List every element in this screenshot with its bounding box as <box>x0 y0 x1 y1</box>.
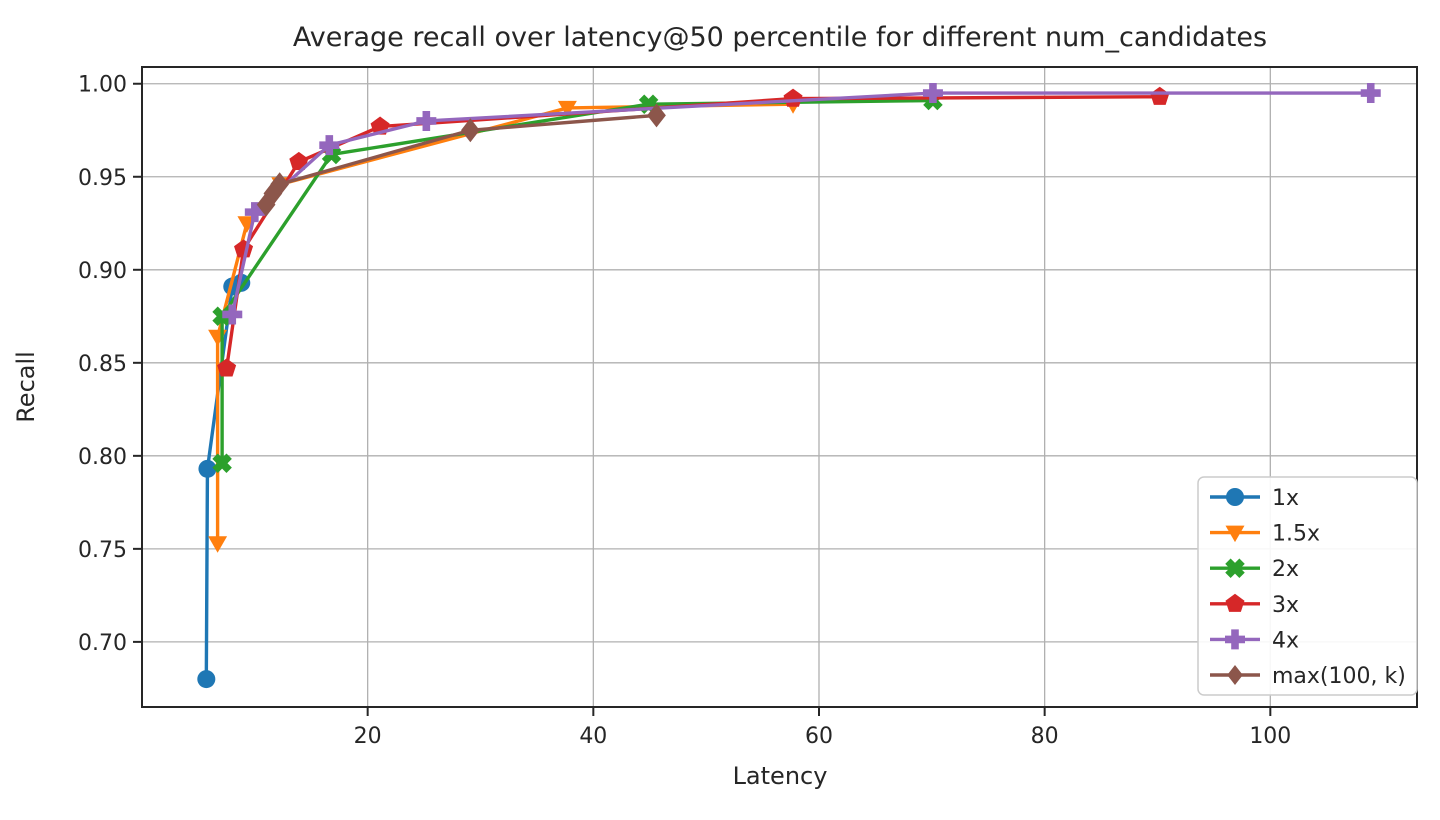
x-tick-label: 80 <box>1031 724 1059 749</box>
x-axis-label: Latency <box>733 762 828 790</box>
legend-sample-marker-3x <box>1225 593 1245 612</box>
marker-4x <box>244 202 265 223</box>
marker-3x <box>289 151 309 170</box>
marker-max(100, k) <box>270 172 290 197</box>
legend-label-1.5x: 1.5x <box>1272 522 1320 547</box>
x-tick-label: 40 <box>579 724 607 749</box>
legend-box <box>1197 476 1418 696</box>
x-tick-label: 20 <box>354 724 382 749</box>
y-tick-label: 0.85 <box>78 352 127 377</box>
marker-3x <box>1150 86 1170 105</box>
legend-sample-marker-1x <box>1226 488 1244 506</box>
marker-4x <box>1360 83 1381 104</box>
legend-sample-marker-max(100, k) <box>1227 665 1243 685</box>
marker-4x <box>222 304 243 325</box>
y-tick-label: 0.75 <box>78 538 127 563</box>
legend-sample-marker-2x <box>1225 558 1245 578</box>
series-line-4x <box>230 91 1371 315</box>
legend-sample-marker-1.5x <box>1225 525 1245 543</box>
y-tick-label: 0.95 <box>78 166 127 191</box>
legend-label-2x: 2x <box>1272 557 1299 582</box>
legend-label-max(100, k): max(100, k) <box>1272 664 1406 689</box>
marker-max(100, k) <box>460 118 480 143</box>
marker-4x <box>922 83 943 104</box>
chart-title: Average recall over latency@50 percentil… <box>293 22 1267 53</box>
marker-3x <box>217 358 237 377</box>
legend-label-1x: 1x <box>1272 486 1299 511</box>
y-tick-label: 1.00 <box>78 73 127 98</box>
y-tick-label: 0.80 <box>78 445 127 470</box>
marker-1x <box>197 670 216 689</box>
marker-max(100, k) <box>263 181 283 206</box>
marker-4x <box>319 135 340 156</box>
marker-4x <box>416 110 437 131</box>
marker-3x <box>783 88 803 107</box>
x-tick-label: 60 <box>805 724 833 749</box>
legend-label-3x: 3x <box>1272 593 1299 618</box>
y-tick-label: 0.90 <box>78 259 127 284</box>
axes-spines <box>141 66 1418 708</box>
marker-1.5x <box>557 100 577 118</box>
plot-area: 20 40 60 80 100 0.70 0.75 0.80 0.85 0.90 0.95 1.00 1… <box>78 66 1418 749</box>
marker-1.5x <box>208 536 228 553</box>
y-tick-label: 0.70 <box>78 631 127 656</box>
legend-label-4x: 4x <box>1272 628 1299 653</box>
legend-sample-marker-4x <box>1225 629 1245 650</box>
marker-3x <box>234 239 254 258</box>
marker-max(100, k) <box>647 103 666 128</box>
marker-2x <box>212 453 232 474</box>
y-axis-label: Recall <box>12 351 40 423</box>
marker-1x <box>198 459 217 478</box>
x-tick-label: 100 <box>1249 724 1291 749</box>
